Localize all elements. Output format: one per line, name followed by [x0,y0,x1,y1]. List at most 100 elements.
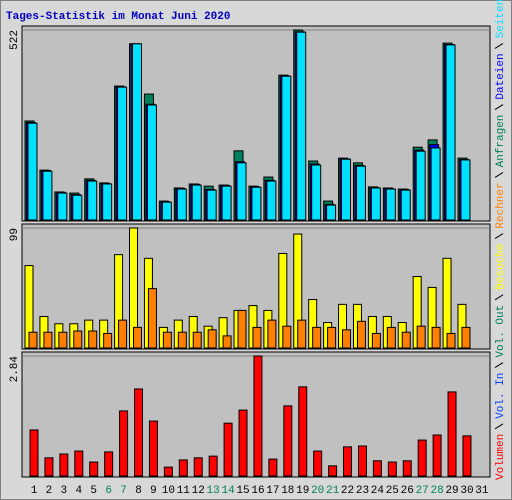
bar [88,330,98,349]
chart-title: Tages-Statistik im Monat Juni 2020 [6,11,230,23]
legend-label: Anfragen [495,115,507,168]
bar [208,455,218,477]
bar [387,461,397,477]
bar [134,388,144,477]
legend-label: Volumen [495,434,507,480]
bar [267,319,277,349]
x-tick-label: 13 [207,485,220,497]
x-tick-label: 25 [386,485,399,497]
bar [29,429,39,477]
bar [326,204,337,221]
bar [119,410,129,477]
bar [191,184,202,221]
legend-separator [494,423,504,430]
bar [222,335,232,349]
bar [89,461,99,477]
bar [298,386,308,477]
bar [313,450,323,477]
x-tick-label: 30 [460,485,473,497]
bar [43,331,53,349]
bar [133,326,143,349]
x-tick-label: 8 [135,485,142,497]
bar [148,420,158,477]
bar [447,391,457,477]
x-tick-label: 21 [326,485,340,497]
bar [401,331,411,349]
x-tick-label: 15 [236,485,249,497]
legend-label: Rechner [495,182,507,228]
bar [162,331,172,349]
bar [178,459,188,477]
bar [223,422,233,477]
bar [341,158,352,221]
bar [57,192,68,221]
bar [146,104,157,221]
x-tick-label: 6 [105,485,112,497]
bar [415,150,426,221]
bar [102,183,113,221]
bar [268,458,278,477]
bar [296,31,307,221]
x-tick-label: 17 [266,485,279,497]
x-tick-label: 22 [341,485,354,497]
legend-separator [494,233,504,240]
bar [385,188,396,221]
legend-label: Vol. In [495,373,507,419]
bar [73,330,83,349]
legend-label: Vol. Out [495,305,507,358]
legend-separator [494,42,504,49]
y-tick-label: 99 [9,228,21,241]
bar [402,460,412,477]
bar [192,331,202,349]
x-tick-label: 1 [31,485,38,497]
bar [87,180,98,221]
bar [176,188,187,221]
bar [462,435,472,477]
x-tick-label: 23 [356,485,369,497]
bar [417,439,427,477]
bar [328,465,338,477]
bar [283,405,293,477]
bar [253,355,263,477]
x-tick-label: 29 [445,485,458,497]
bar [118,319,128,349]
bar [252,326,262,349]
bar [147,288,157,349]
bar [282,325,292,349]
legend-label: Besuche [495,244,507,290]
bar [356,320,366,349]
y-tick-label: 522 [9,30,21,50]
bar [386,326,396,349]
bar [281,75,292,221]
x-tick-label: 4 [75,485,82,497]
legend-separator [494,294,504,301]
bar [59,453,69,477]
bar [266,180,277,221]
bar [238,409,248,477]
x-tick-label: 16 [251,485,264,497]
bar [163,466,173,477]
x-tick-label: 31 [475,485,489,497]
x-tick-label: 7 [120,485,127,497]
bar [371,332,381,349]
bar [343,446,353,477]
bar [460,159,471,221]
bar [312,326,322,349]
legend-label: Seiten [495,0,507,38]
bar [103,332,113,349]
bar [311,164,322,221]
legend-separator [494,362,504,369]
bar [445,44,456,221]
legend-separator [494,171,504,178]
x-tick-label: 9 [150,485,157,497]
bar [58,331,68,349]
bar [355,165,366,221]
bar [117,86,128,221]
x-tick-label: 3 [61,485,68,497]
bar [432,434,442,477]
bar [251,186,262,221]
bar [400,189,411,221]
x-tick-label: 19 [296,485,309,497]
bar [221,185,232,221]
